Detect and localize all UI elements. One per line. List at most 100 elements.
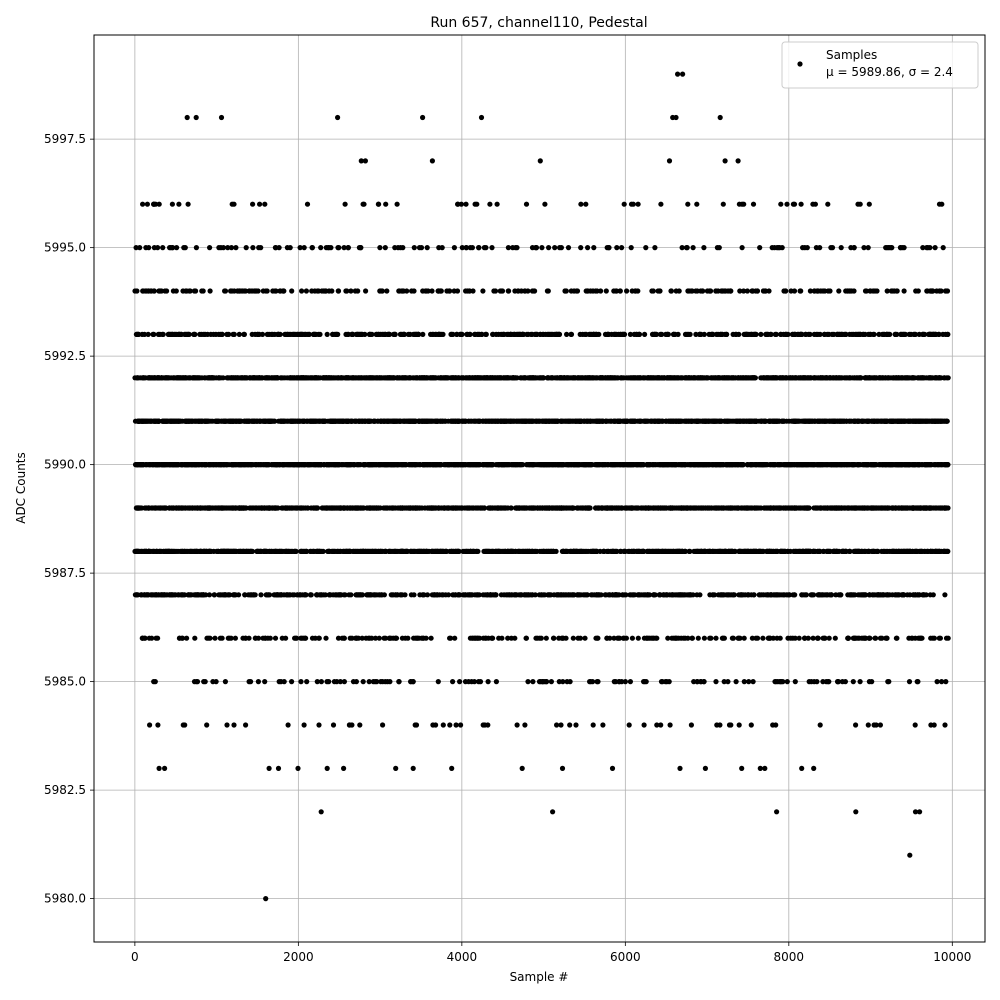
data-point [180,722,186,728]
data-point [907,548,914,555]
data-point [518,462,524,468]
data-point [749,635,756,641]
data-point [667,722,673,728]
data-point [195,505,201,511]
data-point [898,462,904,468]
data-point [708,505,714,511]
data-point [376,635,382,641]
data-point [778,548,784,555]
data-point [470,505,476,511]
data-point [807,548,813,555]
data-point [408,679,414,685]
data-point [550,548,557,555]
data-point [253,635,259,641]
data-point [490,548,496,555]
data-point [157,548,163,555]
data-point [559,635,565,641]
data-point [329,462,335,468]
data-point [573,722,579,728]
data-point [799,765,805,772]
data-point [921,505,927,511]
data-point [367,592,373,598]
data-point [359,635,365,641]
data-point [258,592,264,598]
data-point [785,635,791,641]
data-point [508,635,514,641]
data-point [820,548,827,555]
data-point [577,548,583,555]
data-point [759,462,766,468]
data-point [685,505,691,511]
data-point [427,462,433,468]
data-point [721,635,728,641]
data-point [152,679,158,685]
data-point [818,505,824,511]
data-point [316,548,323,555]
data-point [859,635,865,641]
data-point [576,505,582,511]
data-point [936,635,942,641]
data-point [184,635,190,641]
data-point [532,548,538,555]
data-point [186,592,192,598]
data-point [722,548,728,555]
data-point [542,505,548,511]
data-point [278,592,284,598]
data-point [942,722,948,728]
data-point [645,592,651,598]
data-point [740,462,746,468]
data-point [560,505,567,511]
data-point [233,462,239,468]
data-point [211,592,218,598]
data-point [617,635,623,641]
data-point [335,635,342,641]
data-point [870,548,876,555]
data-point [735,462,741,468]
data-point [477,679,484,685]
data-point [489,592,496,598]
data-point [202,679,208,685]
data-point [141,548,147,555]
data-point [232,635,238,641]
data-point [650,505,656,511]
data-point [615,505,621,511]
data-point [736,722,742,728]
data-point [493,679,499,685]
data-point [710,592,716,598]
data-point [832,462,838,468]
data-point [768,462,774,468]
data-point [912,635,918,641]
data-point [616,679,622,685]
data-point [487,505,493,511]
data-point [386,548,392,555]
data-point [249,505,255,511]
data-point [842,505,848,511]
data-point [284,505,290,511]
data-point [935,548,941,555]
data-point [677,765,683,772]
data-point [729,635,736,641]
data-point [275,592,281,598]
data-point [468,548,474,555]
data-point [324,462,330,468]
data-point [516,548,522,555]
data-point [733,679,739,685]
data-point [187,505,193,511]
data-point [221,548,227,555]
data-point [774,635,780,641]
data-point [899,505,906,511]
data-point [912,592,918,598]
data-point [266,548,273,555]
data-point [262,679,268,685]
data-point [874,592,880,598]
data-point [938,505,944,511]
data-point [613,592,619,598]
data-point [755,635,761,641]
data-point [219,505,225,511]
data-point [669,635,675,641]
data-point [638,592,644,598]
data-point [619,462,625,468]
data-point [772,462,778,468]
data-point [398,548,404,555]
data-point [713,635,719,641]
